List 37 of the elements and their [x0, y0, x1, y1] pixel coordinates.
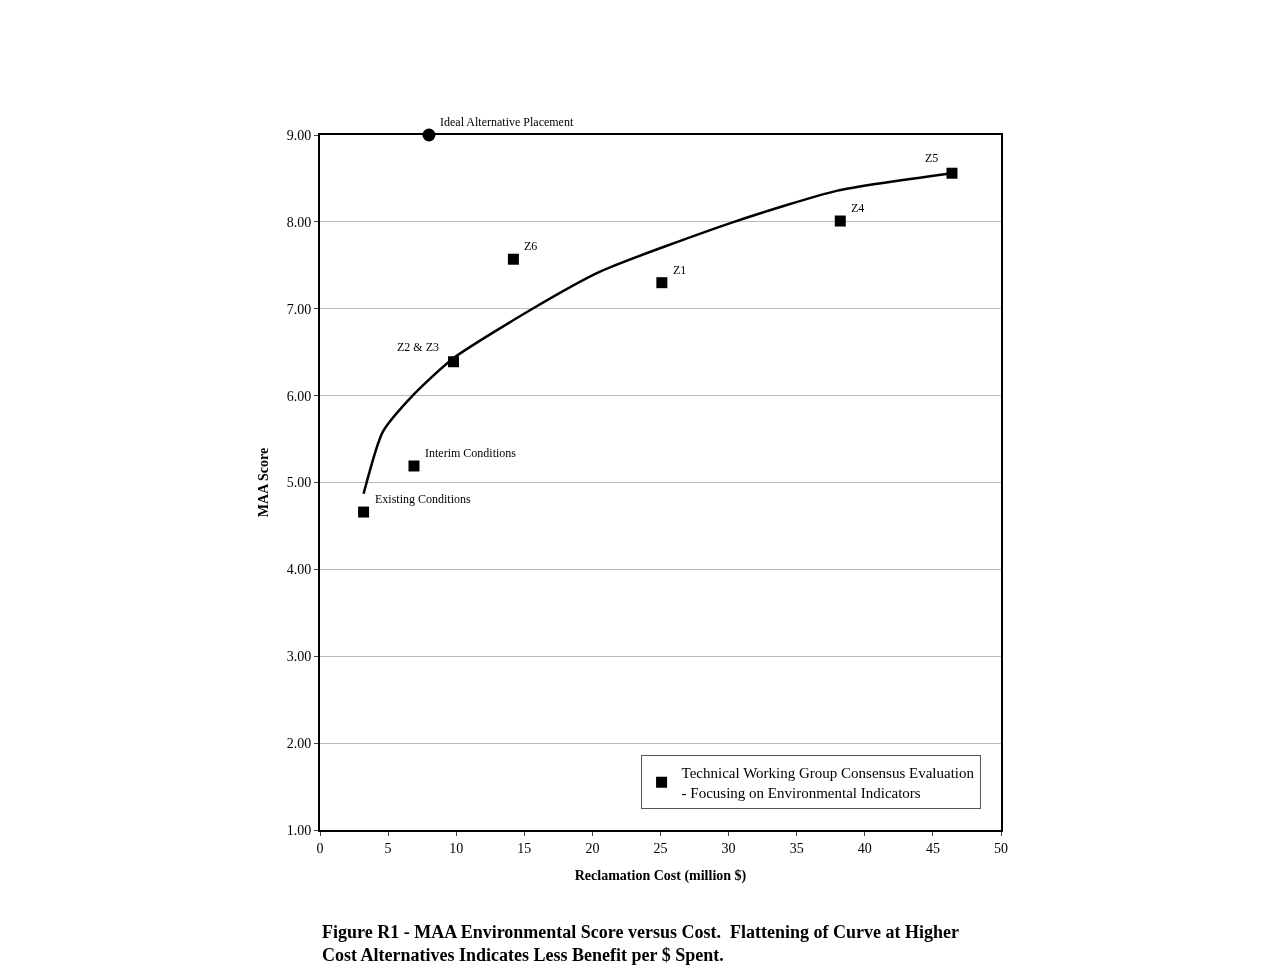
- annotation: Z4: [851, 201, 865, 215]
- x-axis-title: Reclamation Cost (million $): [574, 867, 747, 884]
- x-tick-label: 35: [789, 840, 804, 856]
- x-tick-label: 5: [384, 840, 392, 856]
- x-tick-label: 10: [449, 840, 464, 856]
- y-tick-label: 4.00: [286, 562, 312, 578]
- x-tick-label: 25: [653, 840, 668, 856]
- x-tick-label: 20: [585, 840, 600, 856]
- annotation: Ideal Alternative Placement: [440, 115, 574, 129]
- y-tick-label: 6.00: [286, 388, 312, 404]
- y-tick-label: 1.00: [286, 822, 312, 838]
- y-tick-label: 5.00: [286, 475, 312, 491]
- legend-label: Technical Working Group Consensus Evaluation - Focusing on Environmental Indicators: [681, 765, 975, 801]
- y-tick-label: 9.00: [286, 127, 312, 143]
- point: [834, 215, 846, 227]
- annotation: Interim Conditions: [425, 446, 517, 460]
- annotation: Existing Conditions: [375, 492, 472, 506]
- y-tick-label: 3.00: [286, 649, 312, 665]
- y-tick-label: 8.00: [286, 214, 312, 230]
- y-tick-label: 2.00: [286, 736, 312, 752]
- point: [408, 460, 420, 472]
- x-tick-label: 15: [517, 840, 532, 856]
- x-tick-label: 0: [316, 840, 324, 856]
- point: [507, 253, 519, 265]
- annotation: Z2 & Z3: [397, 340, 439, 354]
- y-axis-title: MAA Score: [255, 447, 271, 518]
- x-tick-label: 50: [994, 840, 1008, 856]
- caption: Figure R1 - MAA Environmental Score versus Cost. Flattening of Curve at Higher Cost Alternatives Indicates Less Benefit per $ Spent.: [322, 922, 959, 966]
- point: [656, 277, 668, 289]
- point: [358, 506, 370, 518]
- annotation: Z6: [524, 239, 538, 253]
- annotation: Z1: [673, 263, 687, 277]
- x-tick-label: 45: [925, 840, 940, 856]
- annotation: Z5: [925, 151, 939, 165]
- x-tick-label: 30: [721, 840, 736, 856]
- x-tick-label: 40: [857, 840, 872, 856]
- y-tick-label: 7.00: [286, 301, 312, 317]
